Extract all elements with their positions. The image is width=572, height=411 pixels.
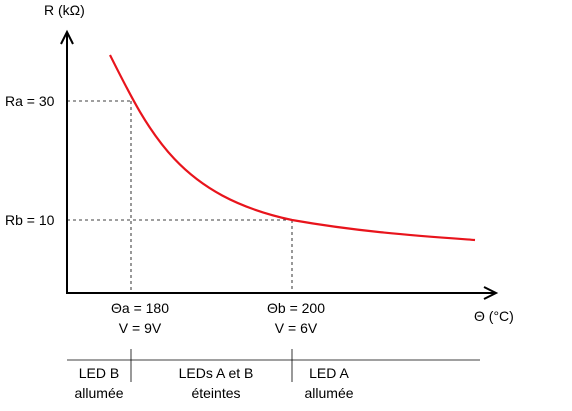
y-axis-arrowhead [60, 29, 74, 45]
zone-led-b-state: allumée [74, 385, 123, 401]
axes [66, 33, 494, 294]
guide-lines [67, 100, 293, 292]
rb-label: Rb = 10 [5, 212, 55, 228]
zone-led-b-title: LED B [79, 365, 119, 381]
theta-a-voltage: V = 9V [119, 320, 162, 336]
zone-timeline [67, 349, 480, 382]
theta-b-label: Θb = 200 [267, 300, 325, 316]
x-axis-arrowhead [483, 286, 499, 300]
theta-b-voltage: V = 6V [275, 320, 318, 336]
zone-leds-ab-state: éteintes [191, 385, 240, 401]
theta-a-label: Θa = 180 [111, 300, 169, 316]
zone-leds-ab-title: LEDs A et B [179, 365, 254, 381]
ra-label: Ra = 30 [5, 93, 55, 109]
zone-led-a-title: LED A [309, 365, 349, 381]
zone-led-a-state: allumée [304, 385, 353, 401]
x-axis-title: Θ (°C) [474, 308, 514, 324]
y-axis-title: R (kΩ) [44, 2, 85, 18]
resistance-curve [109, 54, 476, 242]
